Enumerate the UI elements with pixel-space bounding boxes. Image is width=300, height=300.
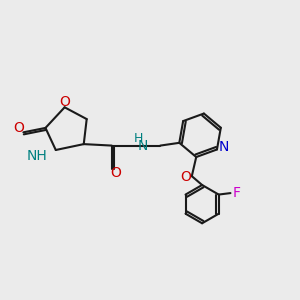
Text: O: O (181, 170, 191, 184)
Text: F: F (232, 186, 240, 200)
Text: NH: NH (27, 149, 47, 163)
Text: O: O (59, 95, 70, 109)
Text: H: H (134, 132, 143, 145)
Text: N: N (137, 139, 148, 153)
Text: O: O (14, 121, 24, 135)
Text: N: N (218, 140, 229, 154)
Text: O: O (110, 166, 121, 180)
